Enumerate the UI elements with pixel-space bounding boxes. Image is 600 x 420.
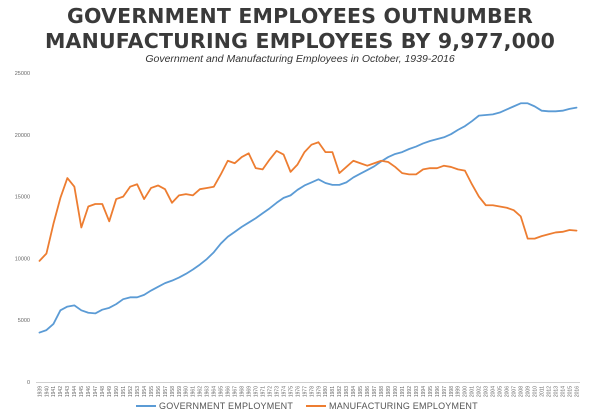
series-line-manufacturing <box>38 141 578 262</box>
x-tick-label-1987: 1987 <box>372 386 378 397</box>
x-tick-label-1960: 1960 <box>184 386 190 397</box>
x-tick-label-2002: 2002 <box>477 386 483 397</box>
x-tick-label-1965: 1965 <box>219 386 225 397</box>
x-tick-label-1998: 1998 <box>449 386 455 397</box>
x-tick-label-1979: 1979 <box>316 386 322 397</box>
legend-label-government: GOVERNMENT EMPLOYMENT <box>159 401 294 411</box>
x-tick-label-1943: 1943 <box>65 386 71 397</box>
x-tick-label-2011: 2011 <box>539 386 545 397</box>
legend-swatch-government <box>136 405 156 407</box>
x-tick-label-1983: 1983 <box>344 386 350 397</box>
x-tick-label-1967: 1967 <box>233 386 239 397</box>
x-tick-label-1990: 1990 <box>393 386 399 397</box>
x-tick-label-2007: 2007 <box>512 386 518 397</box>
x-tick-label-2009: 2009 <box>525 386 531 397</box>
series-line-government <box>38 102 578 334</box>
x-tick-label-1969: 1969 <box>247 386 253 397</box>
y-tick-label-20000: 20000 <box>15 133 30 139</box>
x-tick-label-1975: 1975 <box>288 386 294 397</box>
x-tick-label-2012: 2012 <box>546 386 552 397</box>
x-tick-label-1958: 1958 <box>170 386 176 397</box>
y-tick-label-10000: 10000 <box>15 256 30 262</box>
x-tick-label-1945: 1945 <box>79 386 85 397</box>
x-tick-label-1966: 1966 <box>226 386 232 397</box>
x-tick-label-2013: 2013 <box>553 386 559 397</box>
x-tick-label-1952: 1952 <box>128 386 134 397</box>
x-tick-label-2005: 2005 <box>498 386 504 397</box>
x-tick-label-1948: 1948 <box>100 386 106 397</box>
x-tick-label-1968: 1968 <box>240 386 246 397</box>
chart-title-line-1: GOVERNMENT EMPLOYEES OUTNUMBER <box>66 4 534 28</box>
x-tick-label-1999: 1999 <box>456 386 462 397</box>
x-tick-label-1939: 1939 <box>37 386 43 397</box>
x-tick-label-1953: 1953 <box>135 386 141 397</box>
legend-item-manufacturing: MANUFACTURING EMPLOYMENT <box>306 401 478 411</box>
x-tick-label-1946: 1946 <box>86 386 92 397</box>
chart-subtitle: Government and Manufacturing Employees i… <box>145 53 455 65</box>
x-tick-label-2015: 2015 <box>567 386 573 397</box>
x-tick-label-2001: 2001 <box>470 386 476 397</box>
x-tick-label-1995: 1995 <box>428 386 434 397</box>
x-tick-label-1970: 1970 <box>253 386 259 397</box>
x-tick-label-1961: 1961 <box>191 386 197 397</box>
y-tick-label-0: 0 <box>27 380 30 386</box>
x-tick-label-1963: 1963 <box>205 386 211 397</box>
x-tick-label-1955: 1955 <box>149 386 155 397</box>
x-tick-label-1954: 1954 <box>142 386 148 397</box>
x-tick-label-1981: 1981 <box>330 386 336 397</box>
x-tick-label-1993: 1993 <box>414 386 420 397</box>
x-tick-label-1962: 1962 <box>198 386 204 397</box>
x-tick-label-1974: 1974 <box>281 386 287 397</box>
x-tick-label-1991: 1991 <box>400 386 406 397</box>
x-tick-label-1977: 1977 <box>302 386 308 397</box>
x-tick-label-2014: 2014 <box>560 386 566 397</box>
x-tick-label-1984: 1984 <box>351 386 357 397</box>
x-tick-label-1950: 1950 <box>114 386 120 397</box>
x-tick-label-1956: 1956 <box>156 386 162 397</box>
x-tick-label-1973: 1973 <box>274 386 280 397</box>
x-tick-label-2004: 2004 <box>491 386 497 397</box>
x-tick-label-2006: 2006 <box>505 386 511 397</box>
x-tick-label-1942: 1942 <box>58 386 64 397</box>
x-tick-label-1957: 1957 <box>163 386 169 397</box>
legend: GOVERNMENT EMPLOYMENT MANUFACTURING EMPL… <box>0 401 600 417</box>
x-tick-label-1976: 1976 <box>295 386 301 397</box>
x-tick-label-1947: 1947 <box>93 386 99 397</box>
legend-label-manufacturing: MANUFACTURING EMPLOYMENT <box>329 401 478 411</box>
x-tick-label-1978: 1978 <box>309 386 315 397</box>
x-tick-label-1996: 1996 <box>435 386 441 397</box>
x-tick-label-1959: 1959 <box>177 386 183 397</box>
x-tick-label-1940: 1940 <box>44 386 50 397</box>
x-tick-label-2003: 2003 <box>484 386 490 397</box>
x-tick-label-1997: 1997 <box>442 386 448 397</box>
y-tick-label-15000: 15000 <box>15 195 30 201</box>
x-tick-label-1971: 1971 <box>260 386 266 397</box>
x-tick-label-2016: 2016 <box>574 386 580 397</box>
x-tick-label-1944: 1944 <box>72 386 78 397</box>
x-tick-label-1986: 1986 <box>365 386 371 397</box>
chart-title-line-2: MANUFACTURING EMPLOYEES BY 9,977,000 <box>44 29 556 53</box>
x-tick-label-1988: 1988 <box>379 386 385 397</box>
x-tick-label-1980: 1980 <box>323 386 329 397</box>
x-tick-label-1951: 1951 <box>121 386 127 397</box>
x-tick-label-2008: 2008 <box>519 386 525 397</box>
legend-swatch-manufacturing <box>306 405 326 407</box>
y-tick-label-25000: 25000 <box>15 71 30 77</box>
x-tick-label-1985: 1985 <box>358 386 364 397</box>
x-tick-label-2010: 2010 <box>532 386 538 397</box>
x-tick-label-1949: 1949 <box>107 386 113 397</box>
legend-item-government: GOVERNMENT EMPLOYMENT <box>136 401 293 411</box>
x-tick-label-1992: 1992 <box>407 386 413 397</box>
x-tick-label-1989: 1989 <box>386 386 392 397</box>
x-tick-label-1964: 1964 <box>212 386 218 397</box>
x-tick-label-1982: 1982 <box>337 386 343 397</box>
x-tick-label-2000: 2000 <box>463 386 469 397</box>
x-tick-label-1941: 1941 <box>51 386 57 397</box>
x-tick-label-1994: 1994 <box>421 386 427 397</box>
x-tick-label-1972: 1972 <box>267 386 273 397</box>
y-tick-label-5000: 5000 <box>18 318 30 324</box>
